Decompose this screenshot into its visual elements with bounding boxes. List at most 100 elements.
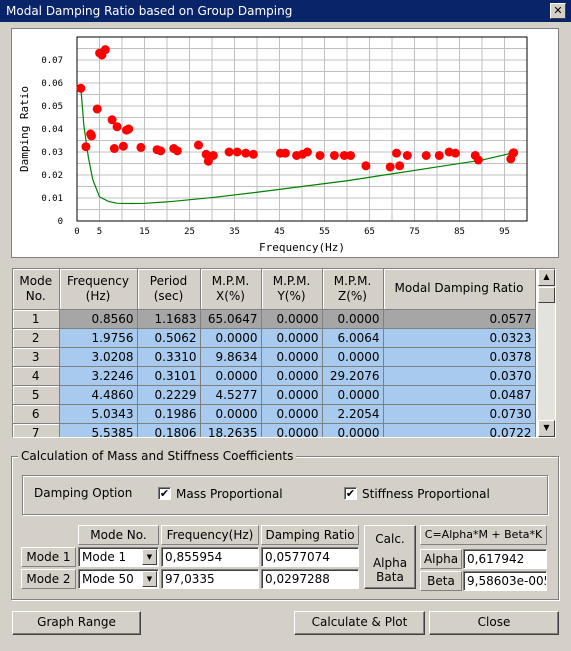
data-point <box>315 150 325 160</box>
beta-label: Beta <box>420 571 462 591</box>
table-cell: 0.0000 <box>200 328 262 348</box>
table-cell: 0.0000 <box>261 404 323 424</box>
damping-chart: 0 5 15 25 35 45 55 65 75 85 95 0 0.01 0.02 0.03 0.04 0.0… <box>11 28 559 258</box>
chart-svg: 0 5 15 25 35 45 55 65 75 85 95 0 0.01 0.02 0.03 0.04 0.0… <box>18 36 528 254</box>
table-cell: 0.0000 <box>322 385 384 405</box>
table-cell: 0.1986 <box>137 404 201 424</box>
data-point <box>434 150 444 160</box>
x-tick-label: 55 <box>319 227 330 237</box>
mass-proportional-checkbox[interactable]: ✔ <box>158 487 171 500</box>
column-header[interactable]: Frequency (Hz) <box>59 269 138 310</box>
table-cell: 0.0370 <box>383 366 536 386</box>
calculate-plot-button[interactable]: Calculate & Plot <box>294 611 425 635</box>
table-cell: 0.5062 <box>137 328 201 348</box>
table-row[interactable]: 3 3.0208 0.3310 9.8634 0.0000 0.0000 0.0378 <box>13 347 536 367</box>
mode-data-table: Mode No. Frequency (Hz) Period (sec) M.P.M. X(%… <box>13 269 536 437</box>
y-tick-label: 0.04 <box>41 125 63 135</box>
mode2-select[interactable]: Mode 50 ▼ <box>78 569 159 589</box>
y-tick-label: 0.02 <box>41 171 63 181</box>
mode2-damping-field[interactable]: 0,0297288 <box>261 569 359 589</box>
x-tick-label: 85 <box>454 227 465 237</box>
table-row[interactable]: 5 4.4860 0.2229 4.5277 0.0000 0.0000 0.0487 <box>13 385 536 405</box>
table-row[interactable]: 6 5.0343 0.1986 0.0000 0.0000 2.2054 0.0730 <box>13 404 536 424</box>
table-cell: 5.5385 <box>59 423 138 437</box>
data-point <box>172 146 182 156</box>
table-cell: 0.0000 <box>261 366 323 386</box>
table-cell: 0.0000 <box>322 347 384 367</box>
beta-field[interactable]: 9,58603e-005 <box>463 571 547 591</box>
table-row[interactable]: 2 1.9756 0.5062 0.0000 0.0000 6.0064 0.0323 <box>13 328 536 348</box>
table-cell: 29.2076 <box>322 366 384 386</box>
table-cell: 0.0000 <box>322 309 384 329</box>
graph-range-button[interactable]: Graph Range <box>12 611 141 635</box>
mode-no-header: Mode No. <box>78 525 159 545</box>
data-point <box>109 144 119 154</box>
column-header[interactable]: M.P.M. Y(%) <box>261 269 323 310</box>
column-header[interactable]: M.P.M. X(%) <box>200 269 262 310</box>
table-cell: 0.0730 <box>383 404 536 424</box>
data-point <box>346 150 356 160</box>
calc-alpha-beta-button[interactable]: Calc. Alpha Bata <box>364 525 416 589</box>
data-point <box>241 148 251 158</box>
y-tick-label: 0.03 <box>41 148 63 158</box>
data-point <box>392 148 401 158</box>
chevron-down-icon[interactable]: ▼ <box>142 549 157 565</box>
table-row[interactable]: 4 3.2246 0.3101 0.0000 0.0000 29.2076 0.0370 <box>13 366 536 386</box>
alpha-label: Alpha <box>420 549 462 569</box>
data-point <box>92 104 102 114</box>
column-header[interactable]: Modal Damping Ratio <box>383 269 536 310</box>
table-row[interactable]: 7 5.5385 0.1806 18.2635 0.0000 0.0000 0.0722 <box>13 423 536 437</box>
table-cell: 1.1683 <box>137 309 201 329</box>
y-tick-label: 0 <box>58 217 63 227</box>
mode1-frequency-field[interactable]: 0,855954 <box>161 547 259 567</box>
stiffness-proportional-checkbox[interactable]: ✔ <box>344 487 357 500</box>
table-cell: 0.0000 <box>261 328 323 348</box>
column-header[interactable]: M.P.M. Z(%) <box>322 269 384 310</box>
close-window-button[interactable]: ✕ <box>550 3 566 19</box>
x-tick-label: 15 <box>139 227 150 237</box>
table-cell: 0.0000 <box>261 309 323 329</box>
mass-proportional-label[interactable]: Mass Proportional <box>176 487 283 501</box>
data-point <box>339 150 349 160</box>
x-tick-label: 5 <box>97 227 102 237</box>
scroll-up-button[interactable]: ▲ <box>538 269 555 286</box>
column-header[interactable]: Mode No. <box>13 269 60 310</box>
table-cell: 0.0577 <box>383 309 536 329</box>
y-tick-label: 0.07 <box>41 56 63 66</box>
table-cell: 0.0000 <box>200 366 262 386</box>
table-cell: 5.0343 <box>59 404 138 424</box>
mode2-frequency-field[interactable]: 97,0335 <box>161 569 259 589</box>
table-row[interactable]: 1 0.8560 1.1683 65.0647 0.0000 0.0000 0.0577 <box>13 309 536 329</box>
data-point <box>156 146 166 156</box>
table-scrollbar[interactable]: ▲ ▼ <box>538 269 555 437</box>
data-point <box>329 150 339 160</box>
close-button[interactable]: Close <box>429 611 559 635</box>
mode1-select[interactable]: Mode 1 ▼ <box>78 547 159 567</box>
mode-table[interactable]: Mode No. Frequency (Hz) Period (sec) M.P.M. X(%… <box>12 268 556 438</box>
table-cell: 0.0378 <box>383 347 536 367</box>
data-point <box>395 161 405 171</box>
y-tick-label: 0.05 <box>41 102 63 112</box>
table-cell: 0.3310 <box>137 347 201 367</box>
table-cell: 0.0323 <box>383 328 536 348</box>
data-point <box>509 148 519 158</box>
y-axis-label: Damping Ratio <box>18 86 31 172</box>
mode1-select-value: Mode 1 <box>82 550 127 564</box>
row-mode-number: 4 <box>13 366 60 386</box>
data-point <box>248 149 258 159</box>
mode1-damping-field[interactable]: 0,0577074 <box>261 547 359 567</box>
chevron-down-icon[interactable]: ▼ <box>142 571 157 587</box>
table-cell: 0.8560 <box>59 309 138 329</box>
stiffness-proportional-label[interactable]: Stiffness Proportional <box>362 487 490 501</box>
table-cell: 1.9756 <box>59 328 138 348</box>
scroll-thumb[interactable] <box>538 287 555 303</box>
table-cell: 3.2246 <box>59 366 138 386</box>
row-mode-number: 6 <box>13 404 60 424</box>
scroll-down-button[interactable]: ▼ <box>538 420 555 437</box>
table-cell: 4.5277 <box>200 385 262 405</box>
mode2-select-value: Mode 50 <box>82 572 134 586</box>
data-point <box>124 124 134 134</box>
alpha-field[interactable]: 0,617942 <box>463 549 547 569</box>
column-header[interactable]: Period (sec) <box>137 269 201 310</box>
x-tick-label: 95 <box>499 227 510 237</box>
